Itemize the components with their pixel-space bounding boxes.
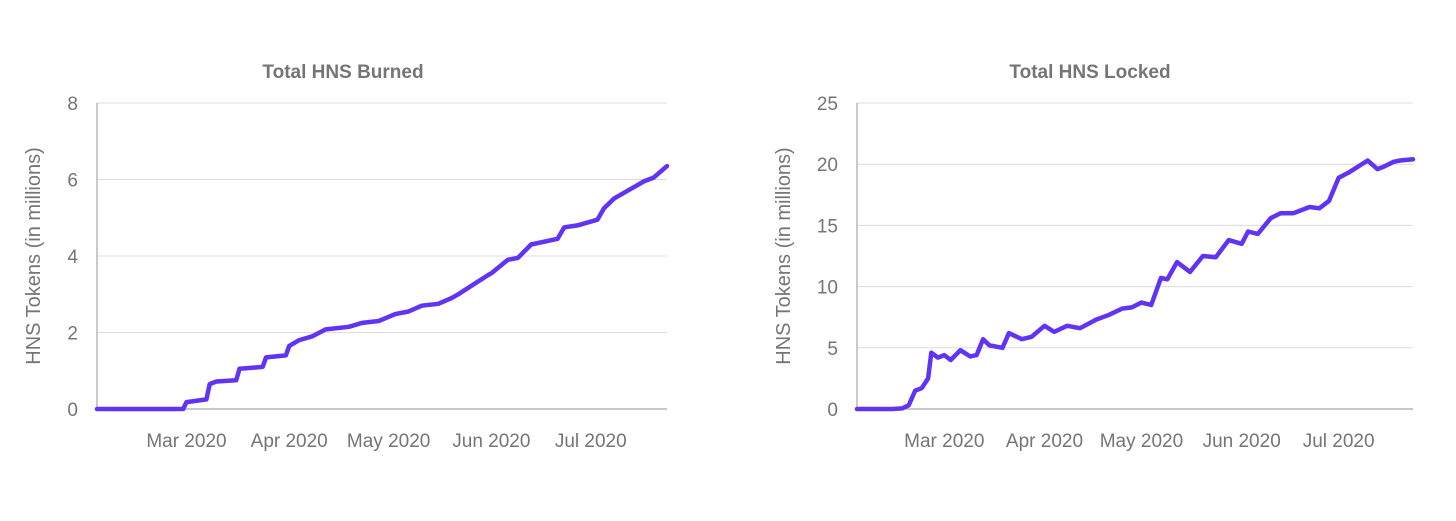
chart-2: Total HNS Locked 0 5 10 15 20 25 Mar 2020 Apr 20… [773,62,1416,452]
chart-1: Total HNS Burned 0 2 4 6 8 Mar 2020 Apr 2020 May… [23,62,670,452]
y-tick-label: 0 [827,400,838,421]
y-axis-label: HNS Tokens (in millions) [773,147,795,364]
y-tick-label: 6 [67,171,78,192]
x-tick-label: Jun 2020 [452,431,530,452]
x-tick-label: Jun 2020 [1203,431,1281,452]
y-tick-label: 0 [67,400,78,421]
y-axis-label: HNS Tokens (in millions) [23,147,45,364]
x-tick-label: Jul 2020 [1303,431,1375,452]
x-tick-label: Mar 2020 [146,431,226,452]
x-tick-label: Apr 2020 [251,431,328,452]
y-tick-label: 20 [817,155,838,176]
x-tick-label: Jul 2020 [555,431,627,452]
x-tick-label: Apr 2020 [1006,431,1083,452]
y-tick-label: 8 [67,94,78,115]
y-tick-label: 15 [817,216,838,237]
x-tick-label: May 2020 [1100,431,1183,452]
y-tick-label: 5 [827,339,838,360]
x-tick-label: May 2020 [347,431,430,452]
series-line [94,163,670,412]
y-tick-label: 4 [67,247,78,268]
y-tick-label: 10 [817,278,838,299]
x-tick-label: Mar 2020 [904,431,984,452]
y-tick-label: 25 [817,94,838,115]
series-line [854,157,1416,412]
y-tick-label: 2 [67,324,78,345]
chart-title: Total HNS Locked [1009,62,1170,83]
chart-title: Total HNS Burned [262,62,423,83]
